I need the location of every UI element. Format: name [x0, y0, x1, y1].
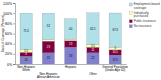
- y-tick-label: 80%: [5, 22, 12, 26]
- series: [20, 39, 121, 52]
- x-tick: Other: [89, 72, 97, 76]
- data-label: 15: [25, 58, 29, 62]
- bar: [87, 47, 99, 53]
- bar: [42, 41, 54, 53]
- y-tick-mark: [13, 3, 15, 4]
- bar: [65, 19, 77, 39]
- data-label: 22: [47, 56, 51, 60]
- y-axis-title: Basis of Coverage (Percent): [1, 15, 5, 53]
- y-tick-label: 60%: [5, 32, 12, 36]
- data-label: 23: [47, 45, 51, 49]
- bar: [65, 47, 77, 64]
- legend: Employment-basedcoverage Individuallypurc…: [129, 2, 160, 28]
- x-tick-label: General Population(Under Age 65): [102, 65, 128, 72]
- y-tick-mark: [13, 23, 15, 24]
- x-axis: Non-HispanicWhiteNon-HispanicAfrican Ame…: [16, 65, 129, 80]
- y-tick: 20%: [5, 52, 15, 56]
- chart: Employment-basedcoverage Individuallypurc…: [0, 0, 161, 80]
- legend-swatch: [129, 20, 132, 23]
- legend-label: Employment-basedcoverage: [134, 2, 160, 9]
- y-tick-mark: [13, 13, 15, 14]
- x-tick-label: Hispanic: [65, 65, 77, 69]
- x-tick: Non-HispanicWhite: [17, 65, 36, 72]
- data-label: 71.5: [23, 29, 29, 33]
- legend-swatch: [129, 11, 132, 14]
- x-tick: Non-HispanicAfrican American: [37, 72, 60, 79]
- data-label: 5.5: [24, 49, 28, 53]
- series: [20, 13, 121, 50]
- legend-label: Individuallypurchased: [134, 11, 149, 18]
- legend-entry: Public insurance: [129, 19, 156, 23]
- y-tick: 80%: [5, 22, 15, 26]
- series: [20, 47, 121, 64]
- y-axis-line: [13, 4, 16, 65]
- legend-label: Public insurance: [134, 19, 156, 23]
- y-tick-mark: [13, 54, 15, 55]
- x-tick: Hispanic: [65, 65, 77, 69]
- bar: [65, 39, 77, 41]
- data-label: 22: [91, 56, 95, 60]
- data-label: 40: [69, 27, 73, 31]
- y-tick: 60%: [5, 32, 15, 36]
- data-label: 10.5: [112, 50, 118, 54]
- bar: [42, 13, 54, 39]
- bar: [20, 56, 32, 64]
- legend-swatch: [129, 3, 132, 6]
- data-label: 8: [25, 52, 27, 56]
- data-label: 5.5: [91, 44, 95, 48]
- data-label: 33: [69, 54, 73, 58]
- bar: [109, 47, 121, 50]
- y-axis: 0% 20% 40% 60% 80% 100% 120%: [3, 2, 15, 67]
- legend-label: No insurance: [134, 24, 152, 28]
- y-tick-mark: [13, 34, 15, 35]
- x-tick-label: Non-HispanicWhite: [17, 65, 36, 72]
- y-tick: 120%: [3, 2, 15, 6]
- data-label: 17.5: [112, 58, 118, 62]
- bar: [20, 50, 32, 53]
- bar: [42, 40, 54, 42]
- bar: [87, 44, 99, 47]
- bar: [20, 52, 32, 56]
- bar: [109, 13, 121, 47]
- plot: 15 22 33 22 17.5 8 23 13 11 10.5 5.5 5.5 5 71.5 52 40 62…: [3, 2, 128, 80]
- bar: [65, 41, 77, 48]
- y-tick-label: 40%: [5, 42, 12, 46]
- data-labels: 15 22 33 22 17.5 8 23 13 11 10.5 5.5 5.5 5 71.5 52 40 62…: [23, 24, 118, 62]
- y-tick-label: 0%: [7, 63, 12, 67]
- legend-entry: Employment-basedcoverage: [129, 2, 160, 9]
- y-tick-mark: [13, 44, 15, 45]
- data-label: 5: [114, 46, 116, 50]
- data-label: 52: [47, 24, 51, 28]
- x-tick-label: Other: [89, 72, 97, 76]
- bar: [109, 50, 121, 55]
- y-tick-label: 20%: [5, 52, 12, 56]
- y-tick: 0%: [7, 63, 15, 67]
- legend-entry: No insurance: [129, 24, 152, 28]
- bar: [87, 53, 99, 64]
- bar: [87, 13, 99, 45]
- x-tick: General Population(Under Age 65): [102, 65, 128, 72]
- data-label: 62.1: [90, 27, 96, 31]
- y-tick: 40%: [5, 42, 15, 46]
- legend-entry: Individuallypurchased: [129, 11, 149, 18]
- bar: [109, 55, 121, 64]
- bar: [20, 13, 32, 49]
- y-tick: 100%: [3, 12, 15, 16]
- data-label: 11: [91, 48, 94, 52]
- legend-swatch: [129, 25, 132, 28]
- data-label: 13: [69, 42, 73, 46]
- y-tick-label: 120%: [3, 2, 12, 6]
- x-tick-label: Non-HispanicAfrican American: [37, 72, 60, 79]
- y-tick-mark: [13, 64, 15, 65]
- bars: [20, 13, 121, 64]
- bar: [42, 53, 54, 64]
- data-label: 67.3: [112, 28, 118, 32]
